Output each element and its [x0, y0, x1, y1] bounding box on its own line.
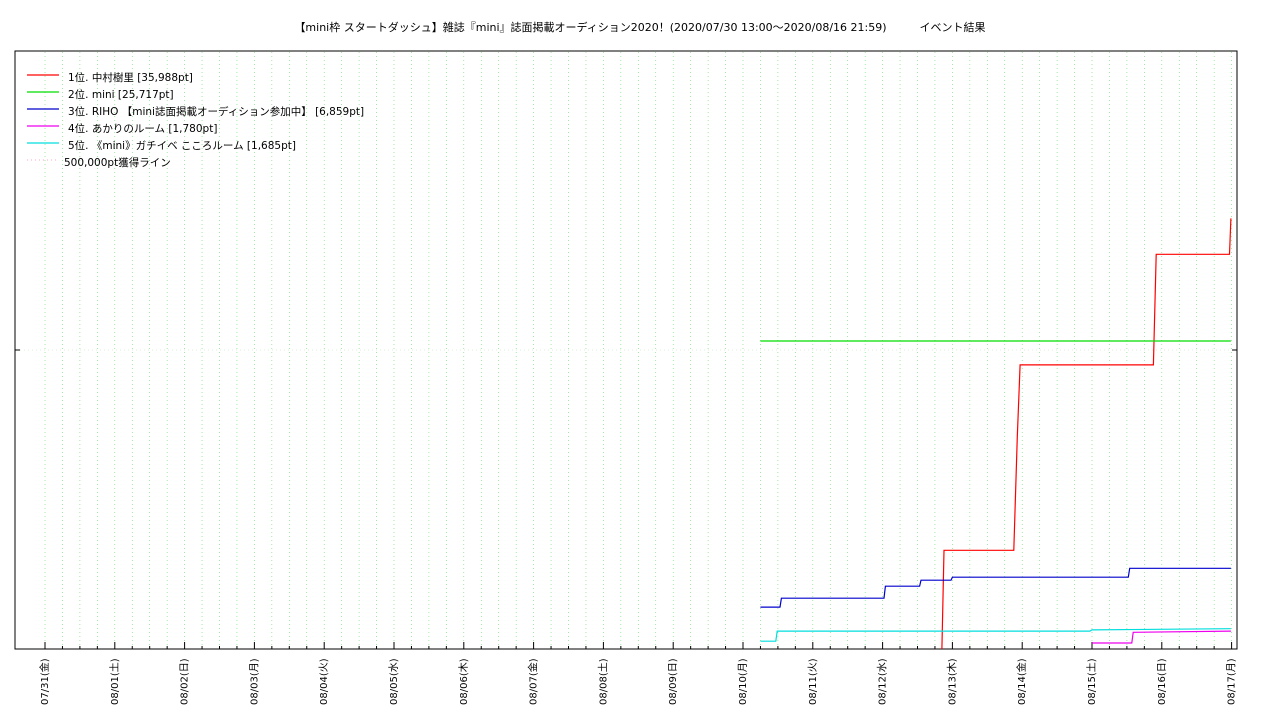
- x-tick-label: 08/10(月): [737, 658, 749, 705]
- chart-title: 【mini枠 スタートダッシュ】雑誌『mini』誌面掲載オーディション2020！…: [294, 21, 986, 34]
- x-tick-label: 08/16(日): [1157, 658, 1168, 705]
- series-line: [1092, 630, 1231, 644]
- series-line: [760, 628, 1231, 642]
- x-tick-label: 08/04(火): [318, 658, 330, 705]
- x-tick-label: 08/17(月): [1226, 658, 1238, 705]
- x-tick-label: 08/14(金): [1015, 658, 1028, 705]
- x-tick-label: 08/01(土): [108, 658, 121, 705]
- x-tick-label: 08/13(木): [946, 658, 958, 705]
- x-tick-label: 07/31(金): [38, 658, 51, 705]
- x-tick-label: 08/08(土): [596, 658, 609, 705]
- legend-label: 3位. RIHO 【mini誌面掲載オーディション参加中】 [6,859pt]: [68, 105, 364, 118]
- x-tick-label: 08/05(水): [388, 658, 400, 705]
- x-tick-label: 08/06(木): [458, 658, 470, 705]
- x-tick-label: 08/09(日): [668, 658, 679, 705]
- legend: 1位. 中村樹里 [35,988pt] 2位. mini [25,717pt] 3位…: [27, 71, 364, 169]
- grid-lines: [16, 52, 1236, 648]
- legend-label: 1位. 中村樹里 [35,988pt]: [68, 71, 193, 84]
- series-lines: [760, 218, 1232, 650]
- legend-label: 5位. 《mini》ガチイベ こころルーム [1,685pt]: [68, 139, 296, 152]
- x-tick-label: 08/12(水): [877, 658, 889, 705]
- x-tick-label: 08/15(土): [1085, 658, 1098, 705]
- series-line: [760, 567, 1231, 608]
- legend-label: 2位. mini [25,717pt]: [68, 88, 174, 101]
- x-tick-label: 08/02(日): [180, 658, 191, 705]
- series-line: [941, 218, 1232, 650]
- legend-label: 4位. あかりのルーム [1,780pt]: [68, 122, 217, 135]
- x-tick-label: 08/11(火): [807, 658, 819, 705]
- axis-ticks: 07/31(金) 08/01(土) 08/02(日) 08/03(月) 08/04(火)…: [15, 349, 1238, 705]
- x-tick-label: 08/07(金): [527, 658, 540, 705]
- legend-label: 500,000pt獲得ライン: [64, 156, 171, 169]
- x-tick-label: 08/03(月): [248, 658, 260, 705]
